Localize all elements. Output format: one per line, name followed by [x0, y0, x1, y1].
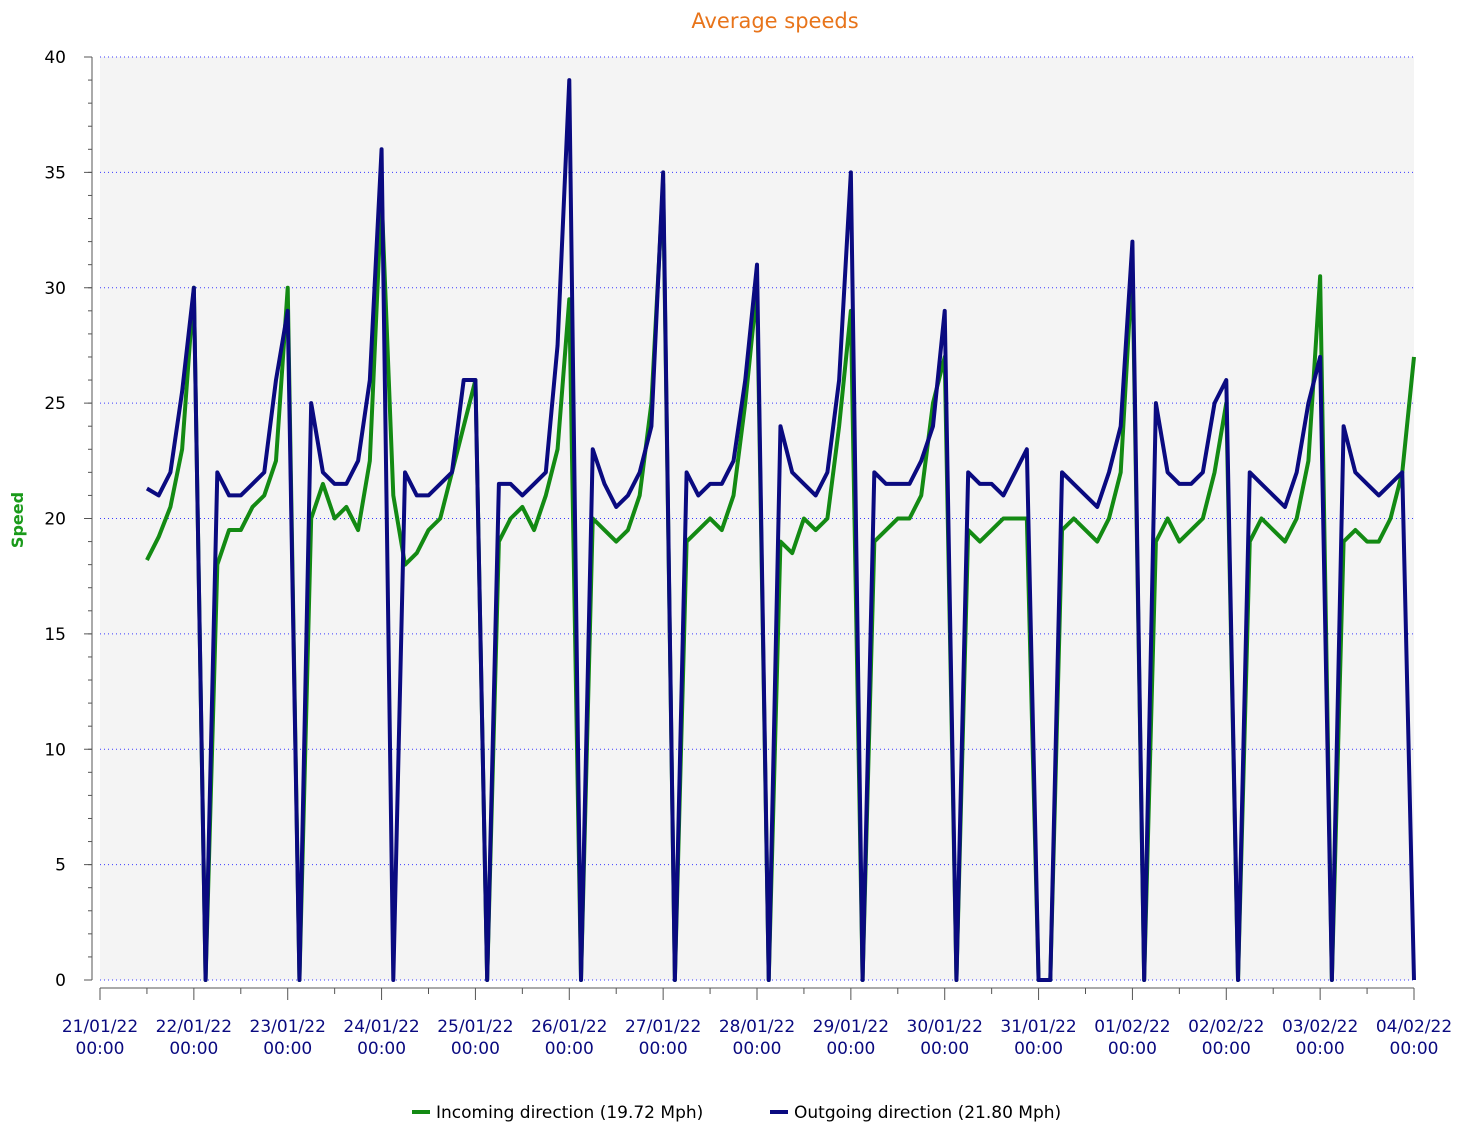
x-tick-label: 02/02/22 00:00 — [1188, 1017, 1264, 1059]
y-tick-label: 25 — [44, 394, 66, 414]
legend-label: Incoming direction (19.72 Mph) — [436, 1103, 703, 1123]
x-tick-label: 01/02/22 00:00 — [1094, 1017, 1170, 1059]
x-tick-label: 28/01/22 00:00 — [719, 1017, 795, 1059]
x-tick-label: 29/01/22 00:00 — [813, 1017, 889, 1059]
x-tick-label: 30/01/22 00:00 — [907, 1017, 983, 1059]
y-tick-label: 15 — [44, 625, 66, 645]
x-tick-label: 24/01/22 00:00 — [343, 1017, 419, 1059]
y-tick-label: 5 — [55, 856, 66, 876]
y-axis-label: Speed — [8, 492, 27, 548]
y-tick-label: 30 — [44, 279, 66, 299]
x-tick-label: 22/01/22 00:00 — [156, 1017, 232, 1059]
x-tick-label: 21/01/22 00:00 — [62, 1017, 138, 1059]
y-tick-label: 40 — [44, 48, 66, 68]
x-tick-label: 25/01/22 00:00 — [437, 1017, 513, 1059]
x-tick-label: 31/01/22 00:00 — [1000, 1017, 1076, 1059]
y-tick-label: 10 — [44, 740, 66, 760]
chart-title: Average speeds — [691, 9, 858, 33]
y-tick-label: 0 — [55, 971, 66, 991]
x-tick-label: 04/02/22 00:00 — [1376, 1017, 1452, 1059]
x-tick-label: 26/01/22 00:00 — [531, 1017, 607, 1059]
series-line — [145, 78, 1416, 982]
y-tick-label: 35 — [44, 163, 66, 183]
x-tick-label: 27/01/22 00:00 — [625, 1017, 701, 1059]
legend-label: Outgoing direction (21.80 Mph) — [794, 1103, 1061, 1123]
x-tick-label: 03/02/22 00:00 — [1282, 1017, 1358, 1059]
y-tick-label: 20 — [44, 510, 66, 530]
x-tick-label: 23/01/22 00:00 — [250, 1017, 326, 1059]
series-line — [145, 181, 1416, 982]
